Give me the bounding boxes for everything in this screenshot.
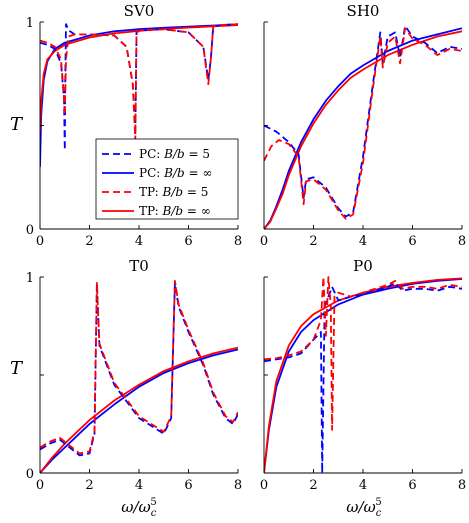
- panel-sh0: SH0 0 2 4 6 8: [260, 2, 466, 249]
- series-line-solid-tp: [264, 277, 462, 474]
- x-tick-label: 4: [359, 234, 367, 249]
- panel-title: SH0: [347, 2, 380, 20]
- series-line-dashed-pc: [40, 282, 238, 457]
- y-axis-label-top: T: [10, 114, 24, 135]
- x-tick-label: 0: [36, 478, 44, 493]
- y-tick-label: 0: [26, 467, 34, 482]
- x-tick-label: 4: [359, 478, 367, 493]
- x-tick-label: 4: [135, 234, 143, 249]
- series-line-solid-pc: [264, 27, 462, 230]
- y-tick-label: 1: [26, 16, 34, 31]
- legend-entry-label: PC: B/b = ∞: [139, 166, 212, 180]
- legend-box: [95, 138, 239, 220]
- y-axis-labels: T T: [10, 114, 24, 379]
- x-tick-label: 8: [234, 478, 242, 493]
- x-tick-label: 6: [408, 234, 416, 249]
- y-tick-label: 0: [26, 223, 34, 238]
- panel-title: SV0: [124, 2, 155, 20]
- x-tick-label: 2: [85, 478, 93, 493]
- series-line-solid-pc: [40, 348, 238, 474]
- panel-t0: T0 0 2 4 6 8 0 1: [26, 257, 242, 493]
- series-line-solid-tp: [40, 346, 238, 474]
- series-line-dashed-tp: [264, 276, 462, 431]
- series-line-dashed-tp: [264, 27, 462, 220]
- x-tick-label: 8: [458, 478, 466, 493]
- series-line-dashed-tp: [40, 280, 238, 455]
- series-line-dashed-pc: [264, 282, 462, 474]
- legend: PC: B/b = 5 PC: B/b = ∞ TP: B/b = 5 TP: B/b…: [95, 138, 239, 220]
- x-tick-label: 0: [260, 234, 268, 249]
- x-tick-label: 6: [408, 478, 416, 493]
- x-axis-labels: ω/ωc5 ω/ωc5: [121, 497, 382, 519]
- x-axis-label-left: ω/ωc5: [121, 497, 157, 519]
- series-line-solid-tp: [264, 30, 462, 230]
- legend-entry-label: PC: B/b = 5: [139, 147, 210, 161]
- x-tick-label: 6: [184, 478, 192, 493]
- x-tick-label: 8: [234, 234, 242, 249]
- x-tick-label: 0: [260, 478, 268, 493]
- panel-title: P0: [353, 257, 373, 275]
- legend-entry-label: TP: B/b = ∞: [139, 204, 211, 218]
- y-axis-label-bottom: T: [10, 358, 24, 379]
- x-tick-label: 4: [135, 478, 143, 493]
- x-tick-label: 0: [36, 234, 44, 249]
- panels: SV0 0 2 4 6 8 0 1 SH0 0 2 4 6 8 T0 0 2 4 6 8 0 1 P0 0 2 4 6 8: [26, 2, 466, 493]
- series-line-dashed-pc: [264, 25, 462, 218]
- x-tick-label: 8: [458, 234, 466, 249]
- panel-title: T0: [129, 257, 149, 275]
- x-tick-label: 6: [184, 234, 192, 249]
- series-line-dashed-tp: [40, 23, 238, 141]
- y-tick-label: 1: [26, 271, 34, 286]
- panel-sv0: SV0 0 2 4 6 8 0 1: [26, 2, 242, 249]
- x-tick-label: 2: [309, 478, 317, 493]
- legend-entry-label: TP: B/b = 5: [139, 185, 208, 199]
- panel-p0: P0 0 2 4 6 8: [260, 257, 466, 493]
- x-tick-label: 2: [85, 234, 93, 249]
- series-line-solid-tp: [40, 24, 238, 132]
- x-tick-label: 2: [309, 234, 317, 249]
- x-axis-label-right: ω/ωc5: [346, 497, 382, 519]
- series-line-solid-pc: [264, 278, 462, 474]
